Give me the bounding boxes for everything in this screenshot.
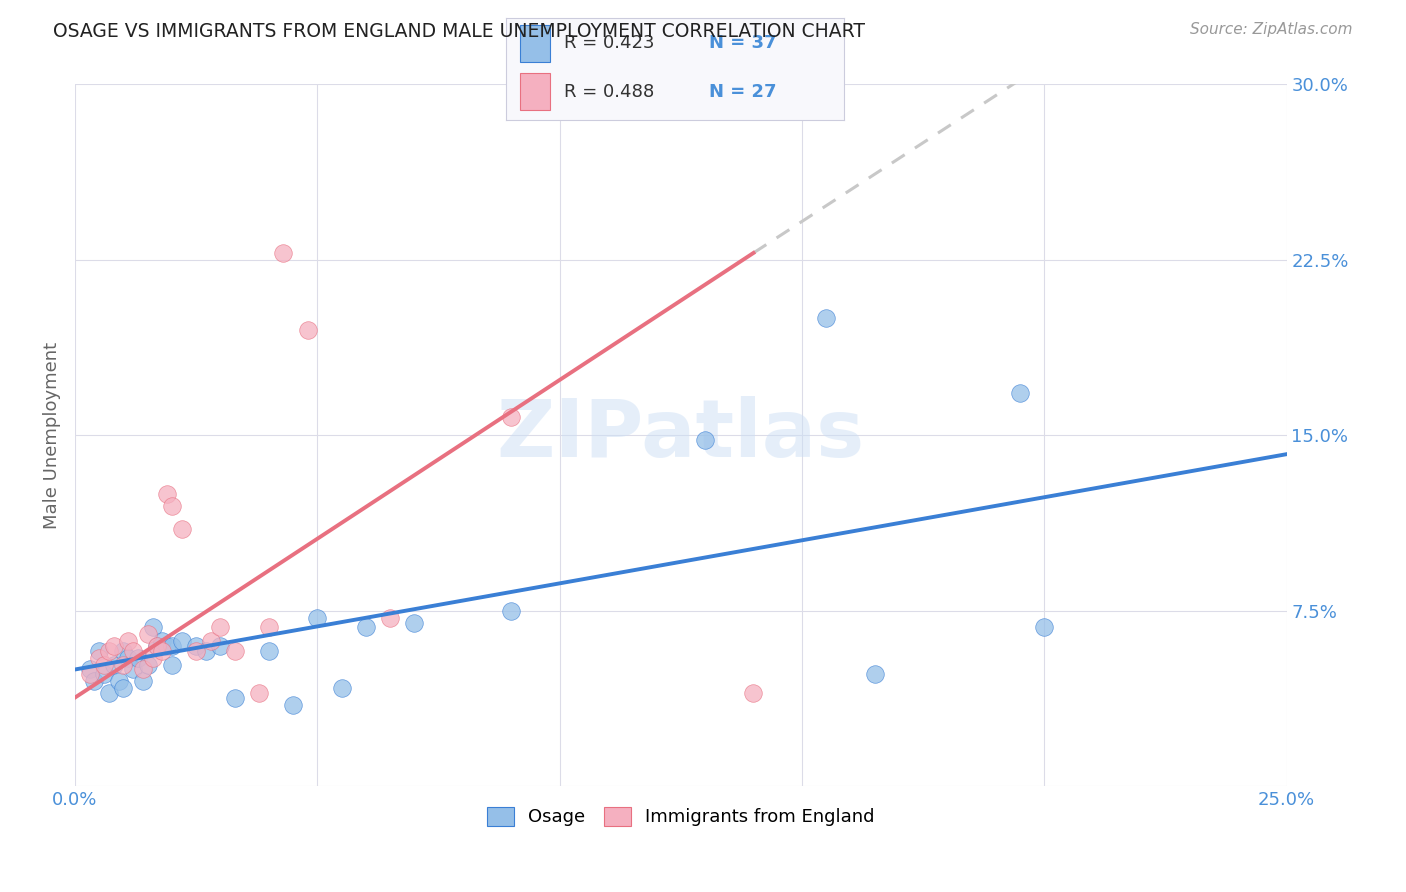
- Point: [93, 657, 115, 672]
- Point: [97, 686, 120, 700]
- Point: [330, 681, 353, 696]
- Point: [136, 627, 159, 641]
- Point: [378, 611, 401, 625]
- Point: [404, 615, 426, 630]
- FancyBboxPatch shape: [520, 25, 550, 62]
- Point: [122, 663, 145, 677]
- Y-axis label: Male Unemployment: Male Unemployment: [44, 342, 60, 529]
- Point: [103, 657, 125, 672]
- Point: [97, 644, 120, 658]
- Point: [150, 644, 173, 658]
- Text: R = 0.488: R = 0.488: [564, 83, 654, 101]
- Point: [112, 657, 135, 672]
- Point: [146, 639, 169, 653]
- Point: [224, 644, 246, 658]
- Point: [156, 639, 179, 653]
- Point: [501, 409, 523, 424]
- Point: [89, 650, 111, 665]
- Point: [693, 433, 716, 447]
- Point: [160, 657, 183, 672]
- Point: [89, 644, 111, 658]
- Point: [160, 639, 183, 653]
- Point: [132, 663, 155, 677]
- Point: [83, 674, 105, 689]
- Point: [170, 522, 193, 536]
- Text: OSAGE VS IMMIGRANTS FROM ENGLAND MALE UNEMPLOYMENT CORRELATION CHART: OSAGE VS IMMIGRANTS FROM ENGLAND MALE UN…: [53, 22, 866, 41]
- Point: [141, 620, 163, 634]
- Point: [257, 644, 280, 658]
- Point: [273, 246, 295, 260]
- Point: [186, 639, 208, 653]
- Point: [79, 667, 101, 681]
- Point: [257, 620, 280, 634]
- Point: [141, 650, 163, 665]
- Point: [79, 663, 101, 677]
- Point: [209, 620, 232, 634]
- Text: N = 27: N = 27: [709, 83, 776, 101]
- Text: R = 0.423: R = 0.423: [564, 35, 654, 53]
- Point: [354, 620, 377, 634]
- Point: [112, 644, 135, 658]
- Text: ZIPatlas: ZIPatlas: [496, 396, 865, 475]
- Point: [863, 667, 886, 681]
- Point: [209, 639, 232, 653]
- Point: [194, 644, 217, 658]
- Point: [186, 644, 208, 658]
- Text: N = 37: N = 37: [709, 35, 776, 53]
- Point: [160, 499, 183, 513]
- Point: [127, 650, 149, 665]
- Point: [200, 634, 222, 648]
- Point: [1033, 620, 1056, 634]
- Point: [136, 657, 159, 672]
- Point: [297, 323, 319, 337]
- Point: [112, 681, 135, 696]
- Point: [1008, 386, 1031, 401]
- Point: [156, 487, 179, 501]
- Legend: Osage, Immigrants from England: Osage, Immigrants from England: [479, 800, 882, 834]
- FancyBboxPatch shape: [520, 73, 550, 110]
- Point: [224, 690, 246, 705]
- Point: [247, 686, 270, 700]
- Point: [170, 634, 193, 648]
- Point: [117, 650, 139, 665]
- Point: [93, 667, 115, 681]
- Point: [307, 611, 329, 625]
- Point: [146, 639, 169, 653]
- Point: [117, 634, 139, 648]
- Point: [742, 686, 765, 700]
- Point: [122, 644, 145, 658]
- Text: Source: ZipAtlas.com: Source: ZipAtlas.com: [1189, 22, 1353, 37]
- Point: [107, 674, 129, 689]
- Point: [281, 698, 304, 712]
- Point: [501, 604, 523, 618]
- Point: [132, 674, 155, 689]
- Point: [815, 311, 838, 326]
- Point: [103, 639, 125, 653]
- Point: [150, 634, 173, 648]
